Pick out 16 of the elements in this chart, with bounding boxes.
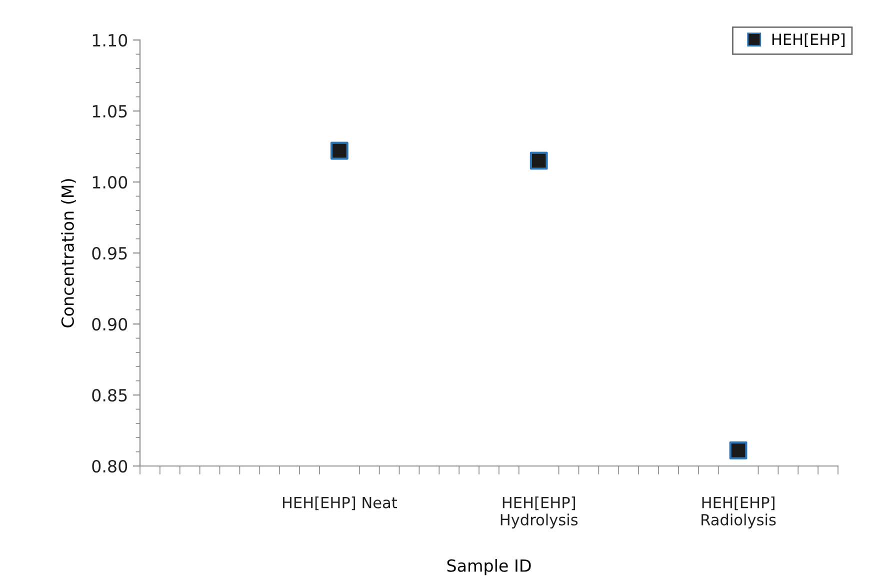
x-axis-title: Sample ID [447, 559, 531, 576]
y-tick-label: 0.80 [92, 460, 128, 473]
point [530, 152, 548, 170]
y-tick-label: 0.90 [92, 318, 128, 331]
legend-label: HEH[EHP] [772, 33, 845, 47]
x-tick-label: HEH[EHP] Hydrolysis [500, 496, 578, 528]
x-tick-label: HEH[EHP] Neat [282, 496, 398, 510]
point [729, 441, 748, 460]
y-tick-label: 1.10 [92, 34, 128, 47]
y-tick-label: 0.85 [92, 388, 127, 402]
y-tick-label: 0.95 [92, 246, 127, 260]
y-tick-label: 1.00 [92, 176, 128, 189]
x-tick-label: HEH[EHP] Radiolysis [702, 496, 776, 528]
point [330, 142, 348, 160]
y-tick-label: 1.05 [92, 104, 127, 118]
y-axis-title: Concentration (M) [61, 179, 76, 328]
